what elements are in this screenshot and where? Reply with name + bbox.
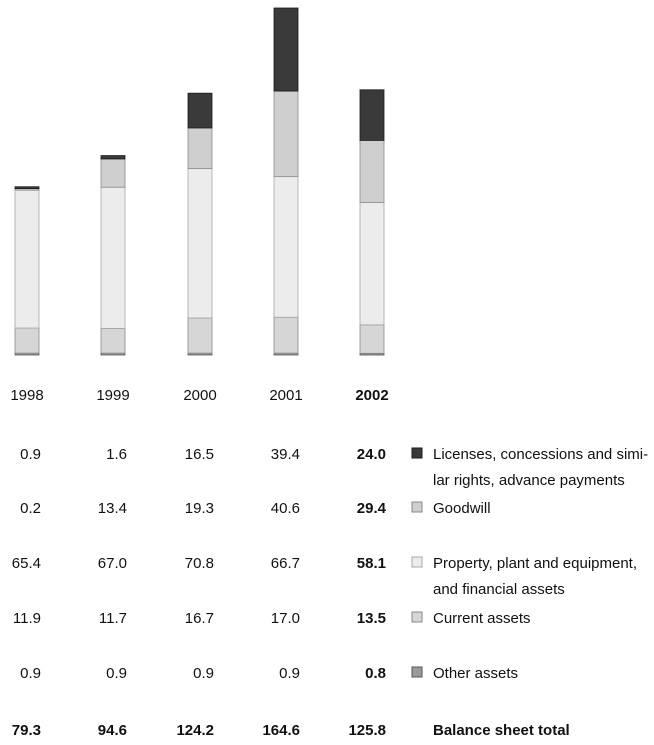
- value-cell-1999-row-3: 11.7: [99, 610, 127, 627]
- legend-label-4-line-0: Other assets: [433, 665, 518, 682]
- bar-2001-series-1: [273, 90, 299, 178]
- total-cell-2001: 164.6: [262, 722, 300, 739]
- total-cell-2002: 125.8: [348, 722, 386, 739]
- bar-2000-series-2: [187, 168, 213, 319]
- bar-2000-series-1: [187, 127, 213, 170]
- value-cell-2000-row-3: 16.7: [185, 610, 214, 627]
- value-cell-1998-row-1: 0.2: [20, 500, 41, 517]
- value-cell-1999-row-1: 13.4: [98, 500, 127, 517]
- legend: Licenses, concessions and simi-lar right…: [411, 446, 648, 682]
- legend-label-2-line-0: Property, plant and equipment,: [433, 555, 637, 572]
- bar-2002-series-2: [359, 201, 385, 326]
- value-cell-2001-row-1: 40.6: [271, 500, 300, 517]
- totals-row-label: Balance sheet total: [433, 722, 570, 739]
- total-cell-2000: 124.2: [176, 722, 214, 739]
- legend-swatch-1: [411, 501, 423, 513]
- year-label-2002: 2002: [355, 387, 388, 404]
- value-cell-2001-row-3: 17.0: [271, 610, 300, 627]
- value-cell-2001-row-2: 66.7: [271, 555, 300, 572]
- legend-label-1-line-0: Goodwill: [433, 500, 491, 517]
- bar-1999-series-0: [100, 155, 126, 160]
- value-cell-2001-row-0: 39.4: [271, 446, 300, 463]
- value-cell-1998-row-0: 0.9: [20, 446, 41, 463]
- value-cell-1998-row-4: 0.9: [20, 665, 41, 682]
- value-cell-2000-row-1: 19.3: [185, 500, 214, 517]
- bar-1998-series-2: [14, 189, 40, 329]
- values-table: 0.9 1.6 16.5 39.4 24.0 0.2 13.4 19.3 40.6 29.4 65.…: [12, 446, 570, 739]
- value-cell-2001-row-4: 0.9: [279, 665, 300, 682]
- total-cell-1999: 94.6: [98, 722, 127, 739]
- legend-swatch-0: [411, 447, 423, 459]
- bar-2001-series-0: [273, 7, 299, 92]
- bar-1999-series-3: [100, 328, 126, 354]
- year-label-2001: 2001: [269, 387, 302, 404]
- bar-2002-series-0: [359, 89, 385, 141]
- value-cell-2000-row-4: 0.9: [193, 665, 214, 682]
- value-cell-2002-row-3: 13.5: [357, 610, 386, 627]
- year-label-1998: 1998: [10, 387, 43, 404]
- value-cell-2002-row-0: 24.0: [357, 446, 386, 463]
- legend-swatch-3: [411, 611, 423, 623]
- value-cell-2000-row-0: 16.5: [185, 446, 214, 463]
- value-cell-2002-row-4: 0.8: [365, 665, 386, 682]
- legend-swatch-2: [411, 556, 423, 568]
- value-cell-1998-row-3: 11.9: [13, 610, 41, 627]
- legend-label-0-line-1: lar rights, advance payments: [433, 472, 625, 489]
- value-cell-1999-row-2: 67.0: [98, 555, 127, 572]
- bar-1998-series-3: [14, 327, 40, 354]
- legend-label-3-line-0: Current assets: [433, 610, 531, 627]
- value-cell-1999-row-4: 0.9: [106, 665, 127, 682]
- value-cell-1998-row-2: 65.4: [12, 555, 41, 572]
- bar-1999-series-1: [100, 158, 126, 188]
- value-cell-1999-row-0: 1.6: [106, 446, 127, 463]
- year-tick-labels: 1998 1999 2000 2001 2002: [10, 387, 388, 404]
- year-label-2000: 2000: [183, 387, 216, 404]
- year-label-1999: 1999: [96, 387, 129, 404]
- value-cell-2002-row-2: 58.1: [357, 555, 386, 572]
- value-cell-2002-row-1: 29.4: [357, 500, 387, 517]
- total-cell-1998: 79.3: [12, 722, 41, 739]
- bar-1998-series-0: [14, 186, 40, 190]
- bars-layer: [14, 7, 385, 356]
- bar-2000-series-0: [187, 92, 213, 129]
- bar-1999-series-2: [100, 186, 126, 329]
- bar-2001-series-2: [273, 176, 299, 318]
- bar-2002-series-1: [359, 139, 385, 203]
- value-cell-2000-row-2: 70.8: [185, 555, 214, 572]
- legend-label-0-line-0: Licenses, concessions and simi-: [433, 446, 648, 463]
- bar-2000-series-3: [187, 317, 213, 354]
- bar-2002-series-3: [359, 324, 385, 354]
- legend-label-2-line-1: and financial assets: [433, 581, 565, 598]
- legend-swatch-4: [411, 666, 423, 678]
- bar-2001-series-3: [273, 316, 299, 354]
